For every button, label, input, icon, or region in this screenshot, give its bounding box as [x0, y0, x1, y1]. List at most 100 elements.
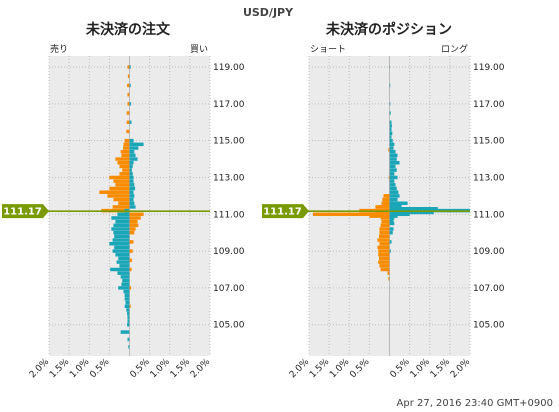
orders-bar-buy: [129, 175, 134, 180]
positions-bar-short: [379, 230, 390, 235]
positions-bar-short: [388, 148, 390, 152]
positions-bar-long: [389, 249, 391, 253]
orders-plot: 105.00 107.00 109.00 111.00 113.00 115.00 117.…: [2, 56, 245, 380]
orders-current-price-marker: [2, 204, 49, 219]
positions-bar-long: [389, 138, 393, 143]
positions-bar-long: [389, 194, 400, 198]
positions-bar-short: [379, 227, 390, 231]
positions-bar-short: [387, 221, 390, 226]
positions-bar-short: [388, 276, 390, 281]
orders-y-tick-label: 113.00: [213, 173, 245, 183]
positions-bar-long: [389, 212, 396, 217]
orders-bar-buy: [112, 238, 130, 242]
orders-bar-buy: [129, 157, 138, 161]
orders-bar-buy: [114, 245, 130, 250]
orders-bar-sell: [124, 138, 130, 143]
orders-bar-sell: [109, 175, 130, 180]
orders-bar-buy: [129, 179, 134, 183]
orders-bar-buy: [118, 286, 130, 290]
orders-bar-buy: [120, 330, 130, 334]
orders-bar-buy: [129, 205, 136, 209]
orders-bar-buy: [110, 267, 130, 272]
positions-bar-short: [375, 205, 390, 209]
positions-bar-long: [389, 221, 395, 226]
orders-bar-sell: [129, 212, 144, 217]
orders-sell-label: 売り: [50, 43, 68, 55]
positions-y-tick-label: 113.00: [473, 173, 505, 183]
orders-bar-buy: [109, 241, 130, 246]
positions-bar-long: [389, 102, 391, 106]
positions-y-tick-label: 109.00: [473, 247, 505, 257]
orders-bar-buy: [129, 194, 135, 198]
positions-bar-long: [389, 207, 438, 211]
positions-y-tick-label: 105.00: [473, 321, 505, 331]
positions-bar-long: [389, 161, 400, 165]
orders-bar-buy: [127, 322, 130, 327]
orders-current-price-label: 111.17: [3, 207, 42, 218]
orders-bar-buy: [129, 120, 132, 125]
orders-bar-buy: [111, 216, 130, 220]
positions-short-label: ショート: [310, 45, 346, 55]
positions-x-tick-label: 1.0%: [328, 357, 352, 381]
positions-plot: 105.00 107.00 109.00 111.00 113.00 115.00 117.…: [262, 56, 505, 380]
orders-bar-sell: [129, 219, 138, 224]
orders-bar-buy: [113, 223, 130, 228]
orders-y-tick-label: 109.00: [213, 247, 245, 257]
orders-bar-sell: [113, 179, 130, 183]
positions-bar-long: [389, 111, 391, 115]
orders-bar-sell: [129, 230, 135, 235]
orders-x-tick-label: 0.5%: [88, 357, 112, 381]
positions-bar-short: [387, 271, 390, 275]
orders-bar-sell: [127, 102, 130, 106]
orders-bar-buy: [116, 260, 130, 264]
orders-bar-buy: [118, 256, 130, 261]
orders-bar-buy: [117, 212, 130, 217]
orders-bar-buy: [122, 278, 130, 283]
positions-bar-long: [389, 230, 393, 235]
orders-bar-sell: [126, 111, 130, 115]
orders-bar-buy: [117, 271, 130, 275]
orders-bar-sell: [119, 172, 130, 176]
positions-x-tick-label: 1.5%: [308, 357, 332, 381]
orders-bar-sell: [115, 183, 130, 187]
orders-bar-sell: [129, 304, 131, 309]
positions-bar-long: [389, 175, 398, 180]
positions-bar-long: [389, 203, 402, 207]
orders-bar-buy: [129, 201, 135, 205]
orders-bar-buy: [129, 102, 132, 106]
positions-bar-long: [389, 168, 397, 172]
orders-bar-buy: [112, 249, 130, 253]
orders-title: 未決済の注文: [86, 21, 171, 38]
orders-y-tick-label: 107.00: [213, 284, 245, 294]
positions-long-label: ロング: [441, 43, 468, 55]
positions-bar-long: [389, 120, 392, 125]
positions-bar-long: [389, 212, 410, 217]
positions-bar-long: [389, 124, 392, 128]
orders-x-tick-label: 1.5%: [48, 357, 72, 381]
orders-bar-sell: [115, 157, 130, 161]
positions-bar-short: [383, 194, 390, 198]
orders-bar-buy: [129, 190, 134, 194]
positions-bar-long: [389, 164, 396, 169]
positions-bar-long: [389, 149, 396, 154]
orders-bar-buy: [129, 142, 144, 147]
positions-x-tick-label: 0.5%: [389, 357, 413, 381]
orders-bar-buy: [113, 230, 130, 235]
positions-bar-long: [389, 127, 392, 132]
positions-bar-short: [380, 216, 390, 220]
positions-bar-short: [381, 201, 390, 205]
positions-bar-long: [389, 172, 395, 176]
orders-bar-sell: [129, 240, 134, 244]
orders-bar-sell: [129, 227, 136, 231]
positions-panel: 未決済のポジション ショート ロング 105.00 107.00 109.00 111…: [262, 21, 505, 380]
positions-bar-short: [379, 234, 390, 239]
positions-x-tick-label: 2.0%: [449, 357, 473, 381]
positions-bar-short: [379, 264, 390, 268]
positions-y-tick-label: 115.00: [473, 137, 505, 147]
orders-bar-sell: [127, 74, 130, 78]
positions-current-price-label: 111.17: [263, 207, 302, 218]
timestamp: Apr 27, 2016 23:40 GMT+0900: [397, 398, 554, 409]
positions-bar-long: [389, 218, 394, 222]
positions-bar-short: [378, 249, 390, 253]
positions-bar-long: [389, 146, 394, 150]
